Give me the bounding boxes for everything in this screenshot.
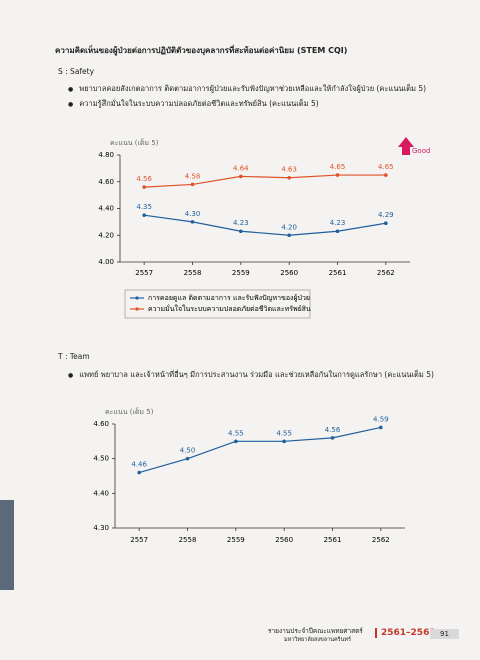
- series-line: [144, 174, 386, 188]
- section-title: S : Safety: [58, 67, 95, 76]
- point: [142, 185, 146, 189]
- bullet: แพทย์ พยาบาล และเจ้าหน้าที่อื่นๆ มีการปร…: [68, 369, 434, 381]
- chart: คะแนน (เต็ม 5) 4.00 4.20 4.40 4.60 4.80 2557 25…: [98, 137, 430, 319]
- point: [137, 470, 141, 475]
- value-label: 4.59: [373, 415, 389, 423]
- x-tick-label: 2560: [275, 536, 293, 544]
- point: [239, 174, 243, 179]
- point: [190, 220, 195, 224]
- heading: ความคิดเห็นของผู้ป่วยต่อการปฏิบัติตัวของ…: [55, 46, 348, 55]
- point: [335, 229, 340, 234]
- point: [239, 229, 243, 234]
- value-label: 4.55: [276, 429, 292, 437]
- annotation: Good: [412, 147, 430, 155]
- x-tick-label: 2562: [372, 536, 390, 544]
- legend-swatch: [135, 307, 139, 311]
- value-label: 4.46: [131, 461, 147, 469]
- point: [335, 173, 340, 177]
- point: [330, 436, 335, 440]
- x-tick-label: 2559: [227, 536, 245, 544]
- legend-swatch: [135, 296, 139, 300]
- point: [384, 173, 388, 177]
- point: [379, 425, 383, 430]
- page-number: 91: [430, 629, 459, 639]
- legend-label: ความมั่นใจในระบบความปลอดภัยต่อชีวิตและทร…: [148, 304, 311, 313]
- good-arrow: [398, 137, 414, 155]
- section-title: T : Team: [58, 352, 90, 361]
- y-axis-label: คะแนน (เต็ม 5): [105, 407, 154, 416]
- y-tick-label: 4.60: [98, 178, 114, 186]
- legend-box: [124, 289, 311, 319]
- page-edge: [0, 500, 14, 590]
- series-line: [139, 426, 381, 474]
- value-label: 4.23: [233, 219, 249, 227]
- value-label: 4.50: [180, 447, 196, 455]
- value-label: 4.65: [330, 163, 346, 171]
- y-tick-label: 4.60: [93, 420, 109, 428]
- point: [234, 439, 238, 444]
- value-label: 4.63: [281, 166, 297, 174]
- value-label: 4.65: [378, 163, 394, 171]
- footer-years: 2561–2562: [375, 628, 436, 638]
- x-tick-label: 2562: [377, 269, 395, 277]
- bullet: พยาบาลคอยสังเกตอาการ ติดตามอาการผู้ป่วยแ…: [68, 83, 426, 95]
- point: [282, 439, 286, 444]
- bullet: ความรู้สึกมั่นใจในระบบความปลอดภัยต่อชีวิ…: [68, 98, 318, 110]
- footer-line: มหาวิทยาลัยสงขลานครินทร์: [284, 637, 351, 643]
- y-tick-label: 4.00: [98, 258, 114, 266]
- value-label: 4.35: [136, 203, 152, 211]
- series-line: [144, 214, 386, 236]
- value-label: 4.64: [233, 164, 249, 172]
- legend-label: การคอยดูแล ติดตามอาการ และรับฟังปัญหาของ…: [148, 294, 310, 302]
- value-label: 4.30: [185, 210, 201, 218]
- y-tick-label: 4.30: [93, 524, 109, 532]
- x-tick-label: 2558: [179, 536, 197, 544]
- y-tick-label: 4.20: [98, 231, 114, 239]
- value-label: 4.58: [185, 172, 201, 180]
- x-tick-label: 2561: [324, 536, 342, 544]
- x-tick-label: 2559: [232, 269, 250, 277]
- x-tick-label: 2560: [280, 269, 298, 277]
- chart: คะแนน (เต็ม 5) 4.30 4.40 4.50 4.60 2557 2558 25…: [93, 407, 405, 544]
- value-label: 4.56: [325, 426, 341, 434]
- point: [384, 221, 388, 226]
- x-tick-label: 2558: [184, 269, 202, 277]
- point: [185, 456, 190, 461]
- value-label: 4.56: [136, 175, 152, 183]
- value-label: 4.23: [330, 219, 346, 227]
- value-label: 4.20: [281, 223, 297, 231]
- point: [142, 213, 146, 217]
- y-tick-label: 4.80: [98, 151, 114, 159]
- x-tick-label: 2557: [130, 536, 148, 544]
- y-tick-label: 4.40: [98, 205, 114, 213]
- point: [287, 175, 291, 180]
- x-tick-label: 2557: [135, 269, 153, 277]
- value-label: 4.29: [378, 211, 394, 219]
- y-tick-label: 4.40: [93, 489, 109, 497]
- y-axis-label: คะแนน (เต็ม 5): [110, 138, 159, 147]
- x-tick-label: 2561: [329, 269, 347, 277]
- value-label: 4.55: [228, 429, 244, 437]
- footer-line: รายงานประจำปีคณะแพทยศาสตร์: [268, 627, 363, 635]
- point: [287, 233, 291, 238]
- point: [190, 182, 195, 187]
- y-tick-label: 4.50: [93, 455, 109, 463]
